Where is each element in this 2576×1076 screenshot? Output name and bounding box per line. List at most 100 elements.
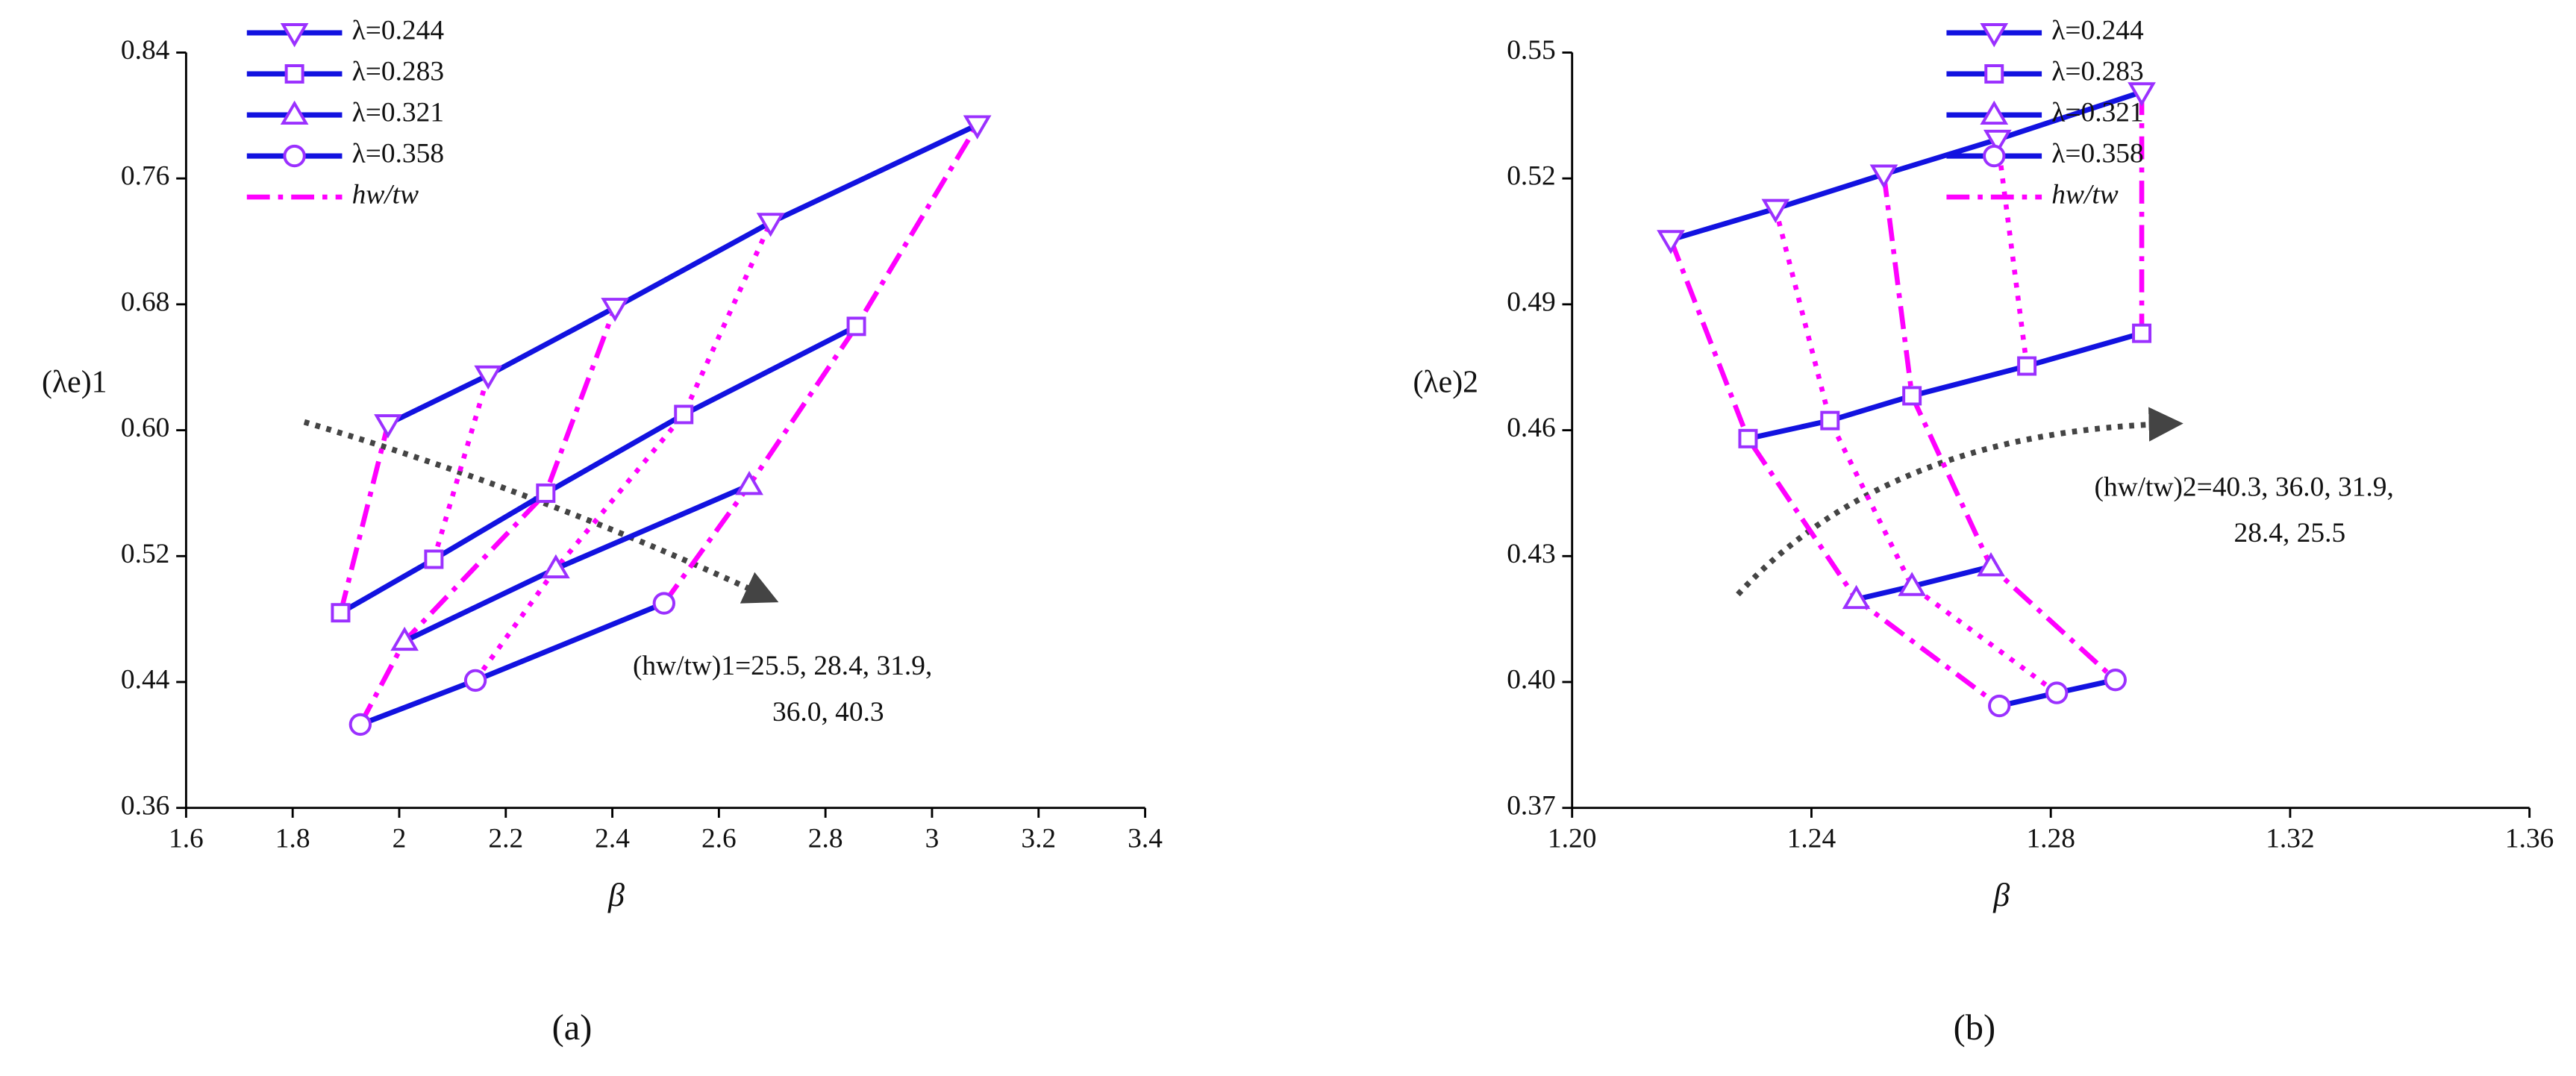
x-tick-label: 1.20	[1548, 823, 1596, 854]
trend-arrow	[303, 419, 779, 604]
marker	[735, 471, 763, 495]
marker	[2104, 668, 2127, 692]
marker	[2128, 82, 2156, 107]
x-tick-label: 1.28	[2026, 823, 2075, 854]
marker	[348, 713, 372, 736]
legend-label: hw/tw	[352, 180, 419, 210]
marker	[2132, 323, 2152, 343]
marker	[1820, 410, 1840, 431]
panel-label: (a)	[552, 1008, 593, 1048]
legend-marker	[1983, 144, 2006, 168]
series-line	[339, 324, 858, 616]
legend-label: λ=0.244	[2051, 16, 2144, 46]
y-tick-label: 0.40	[1507, 665, 1555, 695]
legend-marker	[283, 144, 306, 168]
trend-arrow	[1736, 407, 2183, 597]
annotation: (hw/tw)1=25.5, 28.4, 31.9,	[633, 651, 932, 681]
y-tick-label: 0.52	[1507, 161, 1555, 192]
marker	[1983, 129, 2012, 154]
x-tick-label: 1.8	[275, 823, 310, 854]
legend-label: λ=0.283	[2051, 57, 2143, 87]
marker	[601, 298, 629, 322]
x-tick-label: 1.6	[169, 823, 204, 854]
guide-line	[357, 306, 618, 726]
marker	[390, 626, 419, 651]
x-tick-label: 2.2	[488, 823, 523, 854]
marker	[331, 603, 351, 623]
marker	[374, 414, 402, 439]
marker	[463, 669, 487, 692]
panel-label: (b)	[1954, 1008, 1995, 1048]
legend-label: λ=0.358	[2051, 139, 2143, 169]
y-tick-label: 0.84	[121, 35, 170, 66]
marker	[1977, 551, 2005, 577]
x-tick-label: 2.4	[595, 823, 630, 854]
guide-line	[431, 374, 491, 560]
y-tick-label: 0.44	[121, 665, 170, 695]
marker	[2017, 356, 2037, 376]
legend-marker	[1980, 100, 2009, 125]
y-tick-label: 0.43	[1507, 539, 1555, 569]
y-tick-label: 0.36	[121, 790, 169, 821]
marker	[536, 483, 556, 503]
y-tick-label: 0.60	[121, 413, 169, 443]
x-axis-label: β	[1992, 877, 2010, 913]
marker	[1902, 386, 1922, 406]
guide-line	[1881, 174, 2118, 682]
y-tick-label: 0.52	[121, 539, 169, 569]
marker	[1898, 572, 1926, 596]
legend-marker	[280, 100, 309, 125]
series-line	[1747, 331, 2143, 442]
marker	[674, 404, 694, 425]
legend-marker	[1984, 64, 2004, 84]
marker	[424, 549, 444, 569]
x-tick-label: 1.36	[2505, 823, 2554, 854]
legend-label: λ=0.358	[352, 139, 444, 169]
marker	[846, 316, 866, 337]
x-tick-label: 2	[393, 823, 407, 854]
guide-line	[662, 123, 980, 605]
x-tick-label: 2.8	[808, 823, 843, 854]
marker	[542, 554, 570, 579]
guide-line	[1668, 239, 2001, 708]
marker	[1738, 428, 1758, 448]
marker	[474, 365, 503, 390]
marker	[1988, 694, 2011, 718]
y-tick-label: 0.55	[1507, 35, 1555, 66]
legend-marker	[284, 64, 304, 84]
legend-label: λ=0.244	[352, 16, 445, 46]
marker	[1842, 584, 1871, 610]
guide-line	[473, 221, 773, 682]
guide-line	[338, 423, 391, 613]
annotation: 36.0, 40.3	[772, 697, 884, 728]
marker	[756, 213, 785, 237]
marker	[652, 592, 676, 615]
marker	[1657, 230, 1685, 254]
x-tick-label: 3	[925, 823, 940, 854]
x-axis-label: β	[607, 877, 625, 913]
marker	[1869, 164, 1898, 189]
guide-line	[1995, 139, 2030, 366]
y-tick-label: 0.37	[1507, 790, 1555, 821]
x-tick-label: 3.2	[1021, 823, 1056, 854]
y-tick-label: 0.76	[121, 161, 169, 192]
y-axis-label: (λe)2	[1413, 365, 1478, 399]
legend-label: hw/tw	[2051, 180, 2118, 210]
series-line	[359, 601, 666, 728]
y-tick-label: 0.46	[1507, 413, 1555, 443]
y-tick-label: 0.68	[121, 287, 169, 317]
legend-marker	[280, 23, 309, 48]
guide-line	[1773, 207, 2059, 695]
marker	[963, 115, 992, 140]
legend-label: λ=0.321	[352, 98, 444, 128]
annotation: (hw/tw)2=40.3, 36.0, 31.9,	[2095, 472, 2394, 502]
y-axis-label: (λe)1	[42, 365, 107, 399]
legend-marker	[1980, 23, 2009, 48]
x-tick-label: 3.4	[1128, 823, 1163, 854]
x-tick-label: 1.32	[2266, 823, 2314, 854]
series-line	[387, 122, 979, 427]
marker	[1761, 198, 1790, 223]
legend-label: λ=0.321	[2051, 98, 2143, 128]
